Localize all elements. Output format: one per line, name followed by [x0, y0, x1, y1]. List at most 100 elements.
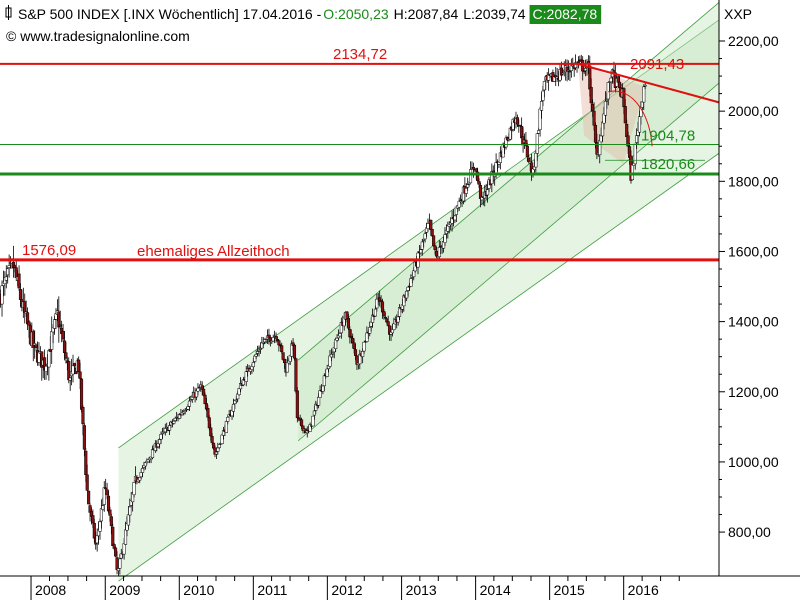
level-label-2134: 2134,72 — [333, 46, 387, 63]
x-tick-label: 2011 — [257, 582, 287, 598]
candle-body — [260, 342, 264, 349]
candle-body — [254, 354, 258, 357]
candle-body — [116, 568, 120, 571]
candle-body — [4, 276, 8, 281]
candle-body — [478, 185, 483, 199]
candle-body — [172, 420, 176, 424]
candle-body — [591, 104, 595, 111]
candle-body — [606, 82, 610, 100]
candle-body — [280, 345, 284, 353]
candle-body — [346, 318, 350, 329]
candle-body — [85, 474, 89, 491]
level-note-1576: ehemaliges Allzeithoch — [137, 243, 290, 260]
annotation-layer: 2134,72 1576,09 ehemaliges Allzeithoch 1904… — [22, 46, 695, 260]
candle-body — [17, 273, 21, 289]
candle-body — [99, 508, 103, 522]
candle-body — [244, 371, 248, 382]
candle-body — [471, 166, 475, 170]
candle-body — [351, 337, 355, 344]
candle-body — [105, 489, 109, 496]
candle-body — [61, 330, 65, 340]
candle-body — [87, 490, 91, 505]
candle-body — [345, 311, 349, 320]
candle-body — [368, 327, 372, 334]
candle-body — [329, 354, 333, 358]
candle-body — [182, 411, 186, 414]
candle-body — [420, 241, 424, 250]
candle-body — [321, 385, 325, 392]
candle-body — [53, 319, 57, 329]
candle-body — [318, 390, 322, 398]
candle-body — [623, 106, 627, 124]
candle-body — [406, 286, 410, 291]
candle-body — [598, 139, 602, 156]
candle-body — [206, 408, 210, 418]
candle-body — [128, 506, 132, 516]
candle-body — [168, 425, 172, 431]
candle-body — [362, 341, 366, 352]
candle-body — [285, 361, 289, 373]
candle-body — [518, 124, 522, 127]
candle-body — [311, 415, 315, 427]
candle-body — [150, 449, 155, 458]
chart-header: S&P 500 INDEX [.INX Wöchentlich] 17.04.2… — [5, 5, 602, 44]
candle-body — [27, 321, 31, 326]
candle-body — [210, 436, 214, 443]
candle-body — [559, 67, 563, 76]
candle-body — [261, 341, 265, 344]
candle-body — [626, 135, 630, 147]
candle-body — [474, 168, 478, 172]
candle-body — [231, 403, 235, 412]
candle-body — [132, 482, 136, 496]
candle-body — [437, 247, 441, 258]
candle-body — [209, 427, 213, 437]
candle-body — [622, 88, 626, 108]
channel-area-1 — [298, 2, 719, 441]
candle-body — [338, 333, 342, 337]
candle-body — [464, 187, 468, 194]
candle-body — [382, 311, 386, 317]
candle-body — [72, 363, 76, 367]
x-tick-label: 2014 — [480, 582, 511, 598]
y-tick-label: 2200,00 — [728, 33, 779, 49]
candle-body — [477, 181, 481, 185]
candle-body — [322, 375, 326, 386]
candle-body — [95, 535, 99, 544]
candle-body — [426, 223, 430, 230]
level-label-1576: 1576,09 — [22, 242, 76, 259]
candle-body — [325, 368, 329, 377]
candle-body — [187, 400, 191, 407]
candle-body — [118, 558, 122, 569]
candle-body — [419, 249, 423, 254]
candle-body — [281, 352, 285, 360]
candle-body — [194, 390, 199, 398]
candle-body — [84, 450, 88, 475]
candle-body — [605, 100, 609, 102]
candle-body — [108, 509, 112, 516]
x-axis: 2008 2009 2010 2011 2012 2013 2014 2015 2016 — [30, 576, 680, 600]
candle-body — [50, 331, 54, 350]
candle-body — [253, 355, 257, 362]
candle-body — [300, 419, 304, 427]
channel-layer — [118, 2, 720, 582]
candle-body — [405, 290, 409, 299]
candle-body — [258, 348, 262, 350]
candle-body — [237, 388, 241, 396]
candle-body — [292, 344, 297, 359]
candle-body — [0, 285, 4, 305]
candle-body — [138, 477, 142, 481]
candle-body — [383, 316, 387, 319]
candle-body — [349, 335, 353, 339]
candle-body — [603, 100, 607, 116]
candle-body — [13, 265, 17, 268]
candle-body — [294, 358, 298, 392]
candle-body — [467, 182, 471, 185]
x-tick-label: 2012 — [331, 582, 362, 598]
levels-layer — [0, 62, 720, 262]
candle-body — [601, 121, 605, 137]
candle-body — [537, 130, 541, 134]
y-tick-label: 1800,00 — [728, 173, 779, 189]
candle-body — [159, 433, 163, 440]
candle-body — [348, 328, 352, 338]
